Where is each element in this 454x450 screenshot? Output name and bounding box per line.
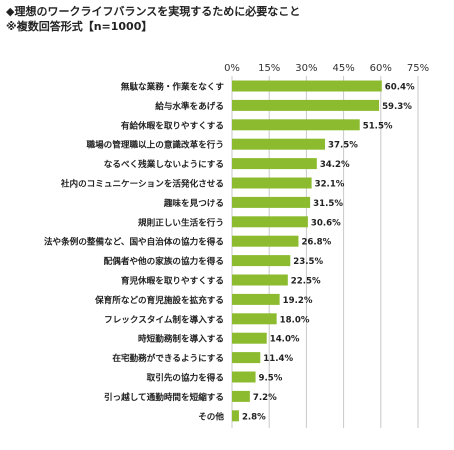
bar — [232, 390, 250, 402]
bar — [232, 138, 325, 150]
category-label: 社内のコミュニケーションを活発化させる — [60, 178, 224, 190]
bar — [232, 196, 311, 208]
value-label: 30.6% — [311, 218, 341, 228]
value-label: 26.8% — [301, 238, 331, 248]
value-label: 34.2% — [320, 160, 350, 170]
x-tick-label: 15% — [258, 63, 280, 74]
bar — [232, 255, 291, 267]
category-label: 取引先の協力を得る — [147, 372, 224, 384]
category-label: 法や条例の整備など、国や自治体の協力を得る — [44, 236, 224, 248]
chart-subtitle: ※複数回答形式【n=1000】 — [6, 20, 153, 33]
value-label: 32.1% — [315, 180, 345, 190]
category-label: 在宅勤務ができるようにする — [112, 352, 224, 364]
category-label: 趣味を見つける — [163, 197, 224, 209]
category-labels: 無駄な業務・作業をなくす給与水準をあげる有給休暇を取りやすくする職場の管理職以上… — [44, 81, 224, 423]
category-label: フレックスタイム制を導入する — [104, 313, 224, 325]
value-label: 31.5% — [313, 199, 343, 209]
bar — [232, 313, 277, 325]
value-label: 18.0% — [280, 315, 310, 325]
bar — [232, 332, 267, 344]
value-label: 37.5% — [328, 141, 358, 151]
bar — [232, 410, 239, 422]
value-label: 59.3% — [382, 102, 412, 112]
value-labels: 60.4% 59.3% 51.5% 37.5% 34.2% 32.1% 31.5% 30.6%… — [242, 83, 415, 423]
category-label: 時短勤務制を導入する — [138, 333, 224, 345]
category-label: 無駄な業務・作業をなくす — [121, 81, 225, 93]
gridlines — [231, 76, 419, 428]
value-label: 60.4% — [385, 83, 415, 93]
category-label: 引っ越して通勤時間を短縮する — [104, 391, 224, 403]
category-label: 規則正しい生活を行う — [138, 216, 224, 228]
bar — [232, 158, 317, 170]
bar — [232, 235, 299, 247]
category-label: なるべく残業しないようにする — [104, 158, 224, 170]
value-label: 9.5% — [259, 374, 283, 384]
bar — [232, 80, 382, 92]
bar — [232, 216, 308, 228]
category-label: 配偶者や他の家族の協力を得る — [104, 255, 224, 267]
x-tick-label: 30% — [295, 63, 317, 74]
value-label: 2.8% — [242, 412, 266, 422]
category-label: 給与水準をあげる — [155, 100, 224, 112]
x-tick-label: 45% — [332, 63, 354, 74]
category-label: 保育所などの育児施設を拡充する — [94, 294, 224, 306]
value-label: 23.5% — [293, 257, 323, 267]
x-tick-label: 75% — [407, 63, 429, 74]
value-label: 14.0% — [270, 335, 300, 345]
bar — [232, 371, 256, 383]
bar — [232, 177, 312, 189]
value-label: 11.4% — [263, 354, 293, 364]
x-axis-tick-labels: 0% 15% 30% 45% 60% 75% — [224, 63, 429, 74]
value-label: 7.2% — [253, 393, 277, 403]
category-label: 育児休暇を取りやすくする — [121, 275, 224, 287]
bar — [232, 293, 280, 305]
category-label: 有給休暇を取りやすくする — [121, 119, 224, 131]
value-label: 22.5% — [291, 277, 321, 287]
bar — [232, 119, 360, 131]
bar — [232, 274, 288, 286]
value-label: 19.2% — [283, 296, 313, 306]
chart-header: ◆理想のワークライフバランスを実現するために必要なこと ※複数回答形式【n=10… — [6, 4, 300, 34]
bar — [232, 352, 261, 364]
chart-title: ◆理想のワークライフバランスを実現するために必要なこと — [6, 5, 301, 18]
category-label: その他 — [198, 410, 224, 422]
bars — [232, 80, 382, 422]
value-label: 51.5% — [363, 121, 393, 131]
x-tick-label: 0% — [224, 63, 240, 74]
category-label: 職場の管理職以上の意識改革を行う — [86, 139, 224, 151]
bar — [232, 99, 380, 111]
x-tick-label: 60% — [370, 63, 392, 74]
